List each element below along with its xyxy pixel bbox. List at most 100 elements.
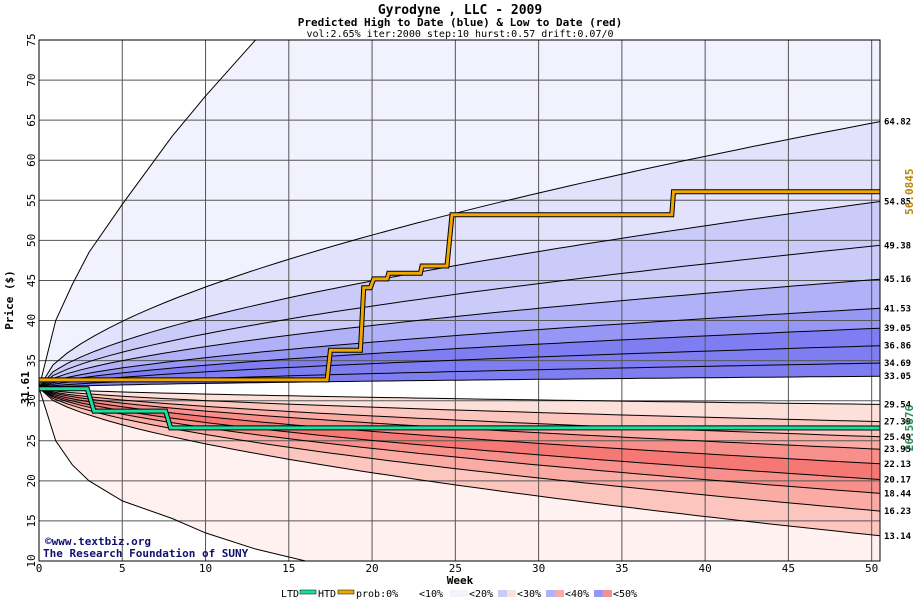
band-blue-6 bbox=[39, 345, 880, 388]
legend-lt30-label: <30% bbox=[517, 589, 541, 600]
credit-block: ©www.textbiz.org The Research Foundation… bbox=[43, 535, 249, 560]
legend-swatch-20-blue bbox=[498, 590, 507, 597]
ltd-line bbox=[39, 387, 880, 430]
legend-htd-label: HTD bbox=[318, 589, 336, 600]
band-red-7 bbox=[39, 387, 880, 536]
legend-swatch-0 bbox=[400, 590, 418, 597]
band-blue-outer bbox=[39, 40, 880, 388]
y-tick-label: 45 bbox=[25, 274, 38, 287]
band-red-2 bbox=[39, 387, 880, 450]
y-tick-label: 75 bbox=[25, 33, 38, 46]
y-tick-label: 20 bbox=[25, 474, 38, 487]
x-tick-label: 5 bbox=[119, 562, 126, 575]
band-red-1 bbox=[39, 387, 880, 437]
x-tick-label: 40 bbox=[699, 562, 712, 575]
contour-blue-2 bbox=[39, 244, 880, 389]
legend-swatch-40-red bbox=[603, 590, 612, 597]
contour-end-label: 20.17 bbox=[884, 475, 911, 485]
y-tick-label: 25 bbox=[25, 434, 38, 447]
band-blue-5 bbox=[39, 328, 880, 388]
y-tick-label: 10 bbox=[25, 554, 38, 567]
x-tick-label: 25 bbox=[449, 562, 462, 575]
credit-line-1: ©www.textbiz.org bbox=[45, 535, 151, 548]
chart-params: vol:2.65% iter:2000 step:10 hurst:0.57 d… bbox=[306, 29, 613, 40]
legend: LTD HTD prob:0% <10% <20% <30% <40% <50% bbox=[281, 589, 637, 600]
contour-red-8 bbox=[39, 387, 880, 537]
band-blue-2 bbox=[39, 245, 880, 388]
band-red-4 bbox=[39, 387, 880, 480]
contour-end-label: 22.13 bbox=[884, 460, 911, 470]
contour-blue-5 bbox=[39, 327, 880, 389]
htd-end-label: 56.0845 bbox=[903, 168, 916, 214]
legend-htd-swatch bbox=[337, 589, 355, 595]
contour-end-label: 25.49 bbox=[884, 433, 911, 443]
y-tick-label: 30 bbox=[25, 394, 38, 407]
band-red-5 bbox=[39, 387, 880, 494]
plot-area bbox=[39, 40, 880, 561]
contour-blue-8 bbox=[39, 375, 880, 389]
contour-end-label: 41.53 bbox=[884, 304, 911, 314]
x-tick-label: 20 bbox=[365, 562, 378, 575]
legend-lt10-label: <10% bbox=[419, 589, 443, 600]
contour-end-label: 18.44 bbox=[884, 489, 912, 499]
legend-lt40-label: <40% bbox=[565, 589, 589, 600]
band-red-3 bbox=[39, 387, 880, 464]
legend-swatch-10 bbox=[450, 590, 468, 597]
y-tick-label: 50 bbox=[25, 234, 38, 247]
contour-red-1 bbox=[39, 387, 880, 423]
envelope-low-line bbox=[39, 387, 306, 561]
band-red-outer bbox=[39, 387, 880, 561]
contour-end-label: 16.23 bbox=[884, 507, 911, 517]
x-tick-label: 45 bbox=[782, 562, 795, 575]
contour-end-label: 27.39 bbox=[884, 418, 911, 428]
ltd-end-label: 26.5876 bbox=[903, 404, 916, 451]
contour-end-label: 29.54 bbox=[884, 400, 912, 410]
envelope-high-line bbox=[39, 40, 256, 388]
y-tick-label: 60 bbox=[25, 154, 38, 167]
x-tick-label: 0 bbox=[36, 562, 43, 575]
x-tick-label: 30 bbox=[532, 562, 545, 575]
legend-swatch-30-blue bbox=[546, 590, 555, 597]
x-tick-label: 35 bbox=[615, 562, 628, 575]
x-tick-label: 10 bbox=[199, 562, 212, 575]
contour-end-label: 64.82 bbox=[884, 118, 911, 128]
contour-end-label: 33.05 bbox=[884, 372, 911, 382]
y-tick-label: 35 bbox=[25, 354, 38, 367]
contour-end-label: 45.16 bbox=[884, 275, 911, 285]
band-blue-3 bbox=[39, 279, 880, 388]
band-red-0 bbox=[39, 387, 880, 422]
band-blue-1 bbox=[39, 201, 880, 388]
legend-prob-label: prob:0% bbox=[356, 589, 398, 600]
x-axis-label: Week bbox=[447, 574, 474, 587]
legend-swatch-40-blue bbox=[594, 590, 603, 597]
legend-swatch-30-red bbox=[555, 590, 564, 597]
credit-line-2: The Research Foundation of SUNY bbox=[43, 547, 249, 560]
contour-end-label: 34.69 bbox=[884, 359, 911, 369]
y-axis-label: Price ($) bbox=[3, 270, 16, 330]
contour-end-label: 13.14 bbox=[884, 532, 912, 542]
contour-blue-4 bbox=[39, 307, 880, 389]
contour-end-label: 49.38 bbox=[884, 241, 911, 251]
band-red-6 bbox=[39, 387, 880, 512]
contour-blue-1 bbox=[39, 201, 880, 389]
y-tick-label: 70 bbox=[25, 73, 38, 86]
legend-swatch-20-red bbox=[507, 590, 516, 597]
y-tick-label: 55 bbox=[25, 194, 38, 207]
legend-lt50-label: <50% bbox=[613, 589, 637, 600]
legend-lt20-label: <20% bbox=[469, 589, 493, 600]
contour-end-label: 36.86 bbox=[884, 342, 911, 352]
plot-frame bbox=[38, 39, 881, 562]
chart-subtitle: Predicted High to Date (blue) & Low to D… bbox=[298, 16, 623, 29]
legend-ltd-swatch bbox=[299, 589, 317, 595]
chart-title: Gyrodyne , LLC - 2009 bbox=[378, 3, 542, 18]
contour-red-0 bbox=[39, 387, 880, 405]
y-tick-label: 40 bbox=[25, 314, 38, 327]
y-tick-label: 15 bbox=[25, 514, 38, 527]
contour-end-label: 39.05 bbox=[884, 324, 911, 334]
contour-red-4 bbox=[39, 387, 880, 465]
contour-blue-6 bbox=[39, 345, 880, 389]
contour-red-5 bbox=[39, 387, 880, 480]
contour-red-2 bbox=[39, 387, 880, 438]
contour-end-label: 54.85 bbox=[884, 198, 911, 208]
contour-red-6 bbox=[39, 387, 880, 494]
